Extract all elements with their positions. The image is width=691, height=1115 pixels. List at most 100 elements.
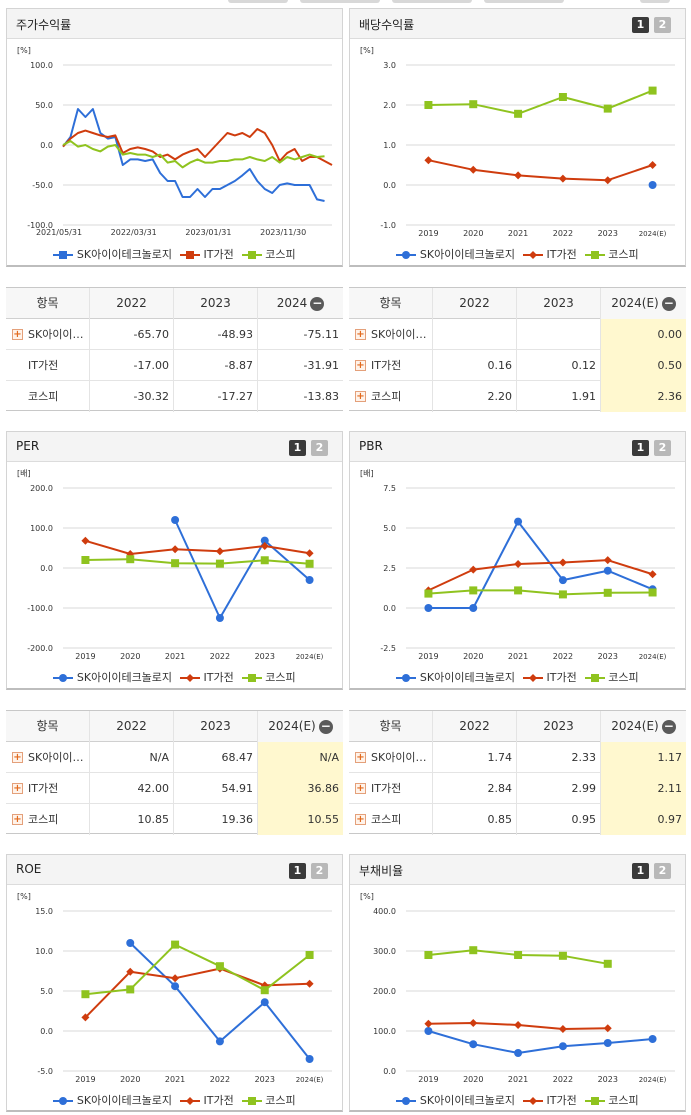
kospi-data-point[interactable] (558, 951, 567, 960)
kospi-data-point[interactable] (648, 86, 657, 95)
legend-item-sk[interactable]: SK아이이테크놀로지 (396, 669, 515, 685)
page-button-1[interactable]: 1 (632, 440, 649, 456)
sk-data-point[interactable] (171, 982, 180, 991)
kospi-data-point[interactable] (424, 951, 433, 959)
kospi-data-point[interactable] (171, 940, 180, 949)
collapse-minus-icon[interactable]: − (661, 295, 676, 311)
kospi-data-point[interactable] (603, 588, 612, 597)
expand-plus-icon[interactable]: + (12, 329, 23, 340)
it-data-point[interactable] (603, 556, 612, 565)
it-data-point[interactable] (558, 558, 567, 567)
page-button-2[interactable]: 2 (654, 17, 671, 33)
expand-plus-icon[interactable]: + (12, 783, 23, 794)
kospi-data-point[interactable] (648, 588, 657, 597)
expand-plus-icon[interactable]: + (355, 752, 366, 763)
kospi-data-point[interactable] (260, 986, 269, 995)
page-button-1[interactable]: 1 (632, 17, 649, 33)
it-data-point[interactable] (305, 549, 314, 558)
expand-plus-icon[interactable]: + (355, 391, 366, 402)
sk-data-point[interactable] (126, 939, 135, 947)
kospi-data-point[interactable] (424, 101, 433, 109)
it-data-point[interactable] (514, 171, 523, 180)
sk-data-point[interactable] (558, 1042, 567, 1051)
legend-item-sk[interactable]: SK아이이테크놀로지 (396, 246, 515, 262)
it-data-point[interactable] (514, 560, 523, 568)
kospi-data-point[interactable] (424, 589, 433, 598)
kospi-data-point[interactable] (469, 586, 478, 595)
sk-data-point[interactable] (469, 1040, 478, 1049)
sk-data-point[interactable] (648, 181, 657, 189)
kospi-data-point[interactable] (215, 559, 224, 568)
expand-plus-icon[interactable]: + (355, 360, 366, 371)
sk-data-point[interactable] (305, 576, 314, 584)
sk-data-point[interactable] (648, 1035, 657, 1043)
page-button-2[interactable]: 2 (311, 863, 328, 879)
kospi-data-point[interactable] (514, 109, 523, 118)
it-data-point[interactable] (469, 565, 478, 574)
it-data-point[interactable] (81, 536, 90, 545)
kospi-data-point[interactable] (469, 946, 478, 955)
page-button-1[interactable]: 1 (289, 863, 306, 879)
kospi-data-point[interactable] (171, 559, 180, 568)
it-data-point[interactable] (469, 1019, 478, 1027)
page-button-2[interactable]: 2 (654, 863, 671, 879)
legend-item-kospi[interactable]: 코스피 (584, 669, 639, 685)
page-button-1[interactable]: 1 (632, 863, 649, 879)
it-data-point[interactable] (603, 1024, 612, 1033)
collapse-minus-icon[interactable]: − (310, 295, 325, 311)
it-data-point[interactable] (260, 981, 269, 990)
expand-plus-icon[interactable]: + (12, 814, 23, 825)
it-data-point[interactable] (514, 1021, 523, 1029)
expand-plus-icon[interactable]: + (12, 752, 23, 763)
collapse-minus-icon[interactable]: − (318, 718, 333, 734)
sk-data-point[interactable] (260, 536, 269, 545)
it-data-point[interactable] (424, 1019, 433, 1028)
it-data-point[interactable] (171, 545, 180, 554)
it-data-point[interactable] (558, 1025, 567, 1033)
it-data-point[interactable] (215, 547, 224, 556)
kospi-data-point[interactable] (514, 586, 523, 595)
it-data-point[interactable] (260, 542, 269, 551)
legend-item-kospi[interactable]: 코스피 (241, 246, 296, 262)
kospi-data-point[interactable] (469, 100, 478, 109)
legend-item-kospi[interactable]: 코스피 (584, 1092, 639, 1108)
legend-item-kospi[interactable]: 코스피 (584, 246, 639, 262)
sk-data-point[interactable] (514, 1049, 523, 1057)
legend-item-sk[interactable]: SK아이이테크놀로지 (396, 1092, 515, 1108)
sk-data-point[interactable] (558, 576, 567, 585)
it-data-point[interactable] (81, 1013, 90, 1022)
it-data-point[interactable] (126, 967, 135, 976)
sk-data-point[interactable] (469, 604, 478, 612)
legend-item-it[interactable]: IT가전 (180, 1092, 234, 1108)
it-data-point[interactable] (305, 979, 314, 988)
legend-item-it[interactable]: IT가전 (180, 246, 234, 262)
legend-item-sk[interactable]: SK아이이테크놀로지 (53, 669, 172, 685)
expand-plus-icon[interactable]: + (355, 329, 366, 340)
page-button-1[interactable]: 1 (289, 440, 306, 456)
kospi-data-point[interactable] (305, 559, 314, 568)
sk-data-point[interactable] (260, 998, 269, 1007)
sk-data-point[interactable] (305, 1055, 314, 1063)
kospi-data-point[interactable] (81, 990, 90, 999)
legend-item-it[interactable]: IT가전 (523, 246, 577, 262)
kospi-data-point[interactable] (260, 556, 269, 565)
page-button-2[interactable]: 2 (654, 440, 671, 456)
it-data-point[interactable] (603, 176, 612, 185)
it-data-point[interactable] (558, 174, 567, 183)
it-data-point[interactable] (648, 570, 657, 579)
legend-item-sk[interactable]: SK아이이테크놀로지 (53, 1092, 172, 1108)
legend-item-kospi[interactable]: 코스피 (241, 669, 296, 685)
sk-data-point[interactable] (215, 614, 224, 622)
sk-data-point[interactable] (603, 566, 612, 575)
kospi-data-point[interactable] (126, 555, 135, 564)
kospi-data-point[interactable] (81, 556, 90, 564)
it-data-point[interactable] (424, 156, 433, 165)
legend-item-it[interactable]: IT가전 (523, 669, 577, 685)
kospi-data-point[interactable] (514, 951, 523, 959)
sk-data-point[interactable] (424, 604, 433, 612)
sk-data-point[interactable] (424, 1027, 433, 1035)
legend-item-kospi[interactable]: 코스피 (241, 1092, 296, 1108)
sk-data-point[interactable] (171, 516, 180, 524)
legend-item-it[interactable]: IT가전 (523, 1092, 577, 1108)
it-data-point[interactable] (171, 974, 180, 983)
